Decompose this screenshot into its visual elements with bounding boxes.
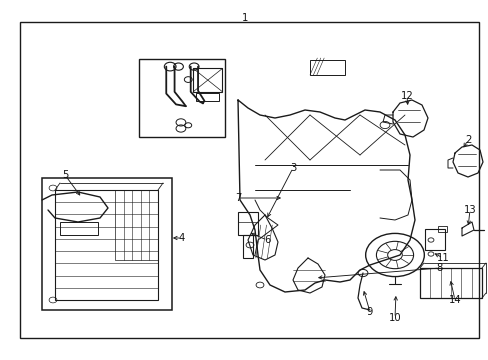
- Bar: [55, 190, 158, 300]
- Bar: [424, 229, 444, 250]
- Text: 14: 14: [448, 295, 460, 305]
- Text: 5: 5: [61, 170, 68, 180]
- Text: 11: 11: [436, 253, 448, 263]
- Bar: [195, 93, 219, 101]
- Bar: [60, 222, 98, 235]
- Text: 4: 4: [179, 233, 185, 243]
- Bar: [42, 178, 172, 310]
- Bar: [193, 68, 222, 92]
- Text: 8: 8: [436, 263, 442, 273]
- Bar: [243, 235, 252, 258]
- Text: 6: 6: [263, 235, 270, 245]
- Bar: [115, 190, 158, 260]
- Text: 9: 9: [366, 307, 372, 317]
- Text: 1: 1: [242, 13, 248, 23]
- Bar: [309, 60, 345, 75]
- Bar: [437, 225, 446, 232]
- Text: 12: 12: [400, 91, 412, 101]
- Bar: [419, 268, 481, 298]
- Text: 2: 2: [464, 135, 470, 145]
- Text: 10: 10: [388, 313, 401, 323]
- Text: 3: 3: [289, 163, 296, 173]
- Bar: [238, 212, 258, 235]
- Bar: [139, 59, 224, 137]
- Bar: [20, 22, 478, 338]
- Text: 13: 13: [463, 205, 475, 215]
- Text: 7: 7: [234, 193, 241, 203]
